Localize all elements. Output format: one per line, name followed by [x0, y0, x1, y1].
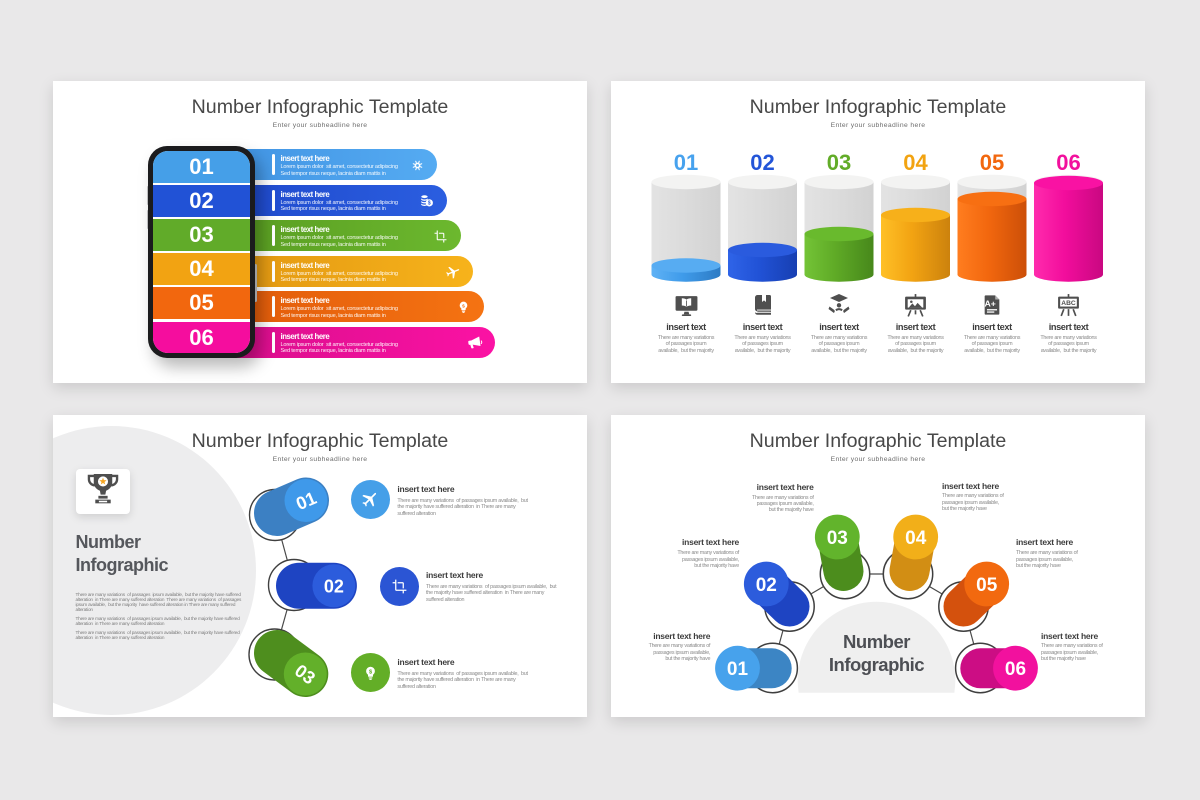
svg-text:04: 04 [905, 528, 927, 549]
svg-text:02: 02 [756, 575, 777, 596]
svg-text:05: 05 [976, 575, 998, 596]
svg-text:03: 03 [827, 528, 848, 549]
svg-text:$: $ [462, 304, 465, 310]
svg-text:$: $ [369, 669, 373, 675]
svg-text:ABC: ABC [1061, 300, 1076, 307]
svg-text:$: $ [428, 200, 431, 206]
svg-text:A+: A+ [984, 298, 995, 308]
svg-text:02: 02 [324, 576, 344, 596]
svg-text:01: 01 [727, 659, 749, 680]
svg-text:06: 06 [1005, 659, 1026, 680]
